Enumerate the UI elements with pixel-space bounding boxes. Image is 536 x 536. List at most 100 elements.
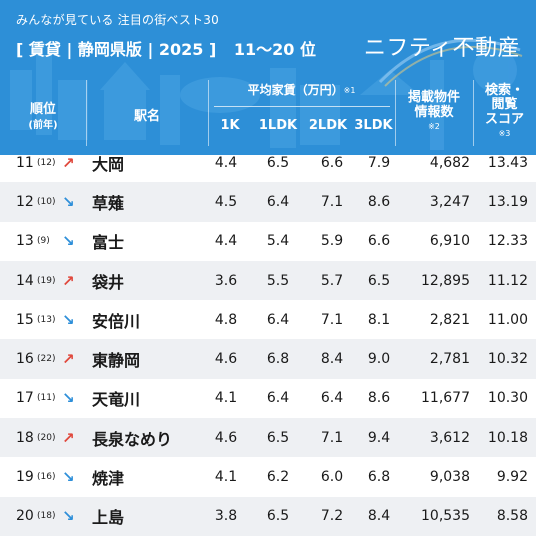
rent-1ldk: 6.2 — [266, 469, 290, 486]
rent-1k: 3.6 — [214, 272, 238, 289]
search-label-3: スコア — [484, 112, 524, 128]
rent-2ldk: 6.0 — [320, 469, 344, 486]
col-header-station: 駅名 — [133, 109, 160, 125]
rent-note: ※1 — [343, 86, 356, 96]
rent-1ldk: 6.8 — [266, 351, 290, 368]
ranking-table: 11 (12) ↗ 大岡 4.4 6.5 6.6 7.9 4,682 13.43 12 (10) ↘ 草薙… — [0, 143, 536, 536]
rent-3ldk: 8.6 — [367, 390, 391, 407]
trend-up-icon: ↗ — [62, 350, 75, 369]
rent-3ldk: 8.4 — [367, 508, 391, 525]
prev-rank-cell: (18) — [37, 511, 56, 522]
search-score: 10.30 — [487, 390, 528, 407]
trend-up-icon: ↗ — [62, 271, 75, 290]
rent-1k: 4.1 — [214, 390, 238, 407]
rent-1k: 4.4 — [214, 154, 238, 171]
rent-3ldk: 9.0 — [367, 351, 391, 368]
search-score: 13.43 — [487, 154, 528, 171]
table-row: 18 (20) ↗ 長泉なめり 4.6 6.5 7.1 9.4 3,612 10.18 — [0, 418, 536, 458]
trend-down-icon: ↘ — [62, 468, 75, 487]
station-name: 上島 — [92, 508, 125, 528]
prev-rank-cell: (19) — [37, 275, 56, 286]
search-score: 13.19 — [487, 193, 528, 210]
rent-2ldk: 7.1 — [320, 429, 344, 446]
trend-down-icon: ↘ — [62, 507, 75, 526]
rent-1k: 4.6 — [214, 351, 238, 368]
listings-count: 6,910 — [429, 233, 470, 250]
rent-3ldk: 6.5 — [367, 272, 391, 289]
search-score: 12.33 — [487, 233, 528, 250]
station-name: 安倍川 — [92, 311, 141, 331]
station-name: 天竜川 — [92, 390, 141, 410]
table-row: 16 (22) ↗ 東静岡 4.6 6.8 8.4 9.0 2,781 10.32 — [0, 339, 536, 379]
trend-up-icon: ↗ — [62, 153, 75, 172]
rank-cell: 12 — [16, 193, 34, 210]
prev-rank-cell: (20) — [37, 432, 56, 443]
rent-2ldk: 5.7 — [320, 272, 344, 289]
header-category: [ 賃貸 | 静岡県版 | 2025 ] 11〜20 位 — [16, 36, 316, 60]
trend-down-icon: ↘ — [62, 310, 75, 329]
table-row: 19 (16) ↘ 焼津 4.1 6.2 6.0 6.8 9,038 9.92 — [0, 457, 536, 496]
skyline-illustration — [10, 38, 523, 150]
rank-cell: 18 — [16, 429, 34, 446]
col-header-2ldk: 2LDK — [308, 117, 348, 133]
listings-count: 4,682 — [429, 154, 470, 171]
prev-rank-cell: (11) — [37, 393, 56, 404]
col-header-1ldk: 1LDK — [258, 117, 298, 133]
rank-range: 11〜20 位 — [233, 40, 316, 59]
col-header-rank: 順位 (前年) — [0, 80, 86, 155]
listings-count: 3,247 — [429, 193, 470, 210]
col-header-rent: 平均家賃（万円） ※1 — [208, 76, 395, 106]
rank-cell: 15 — [16, 311, 34, 328]
rank-cell: 13 — [16, 233, 34, 250]
table-row: 12 (10) ↘ 草薙 4.5 6.4 7.1 8.6 3,247 13.19 — [0, 182, 536, 222]
listings-count: 12,895 — [421, 272, 470, 289]
prev-rank-cell: (22) — [37, 354, 56, 365]
column-divider — [395, 80, 396, 146]
listings-count: 2,821 — [429, 311, 470, 328]
rent-1ldk: 6.4 — [266, 390, 290, 407]
rent-2ldk: 7.2 — [320, 508, 344, 525]
rent-1ldk: 6.5 — [266, 154, 290, 171]
rent-1k: 4.1 — [214, 469, 238, 486]
rent-2ldk: 8.4 — [320, 351, 344, 368]
station-name: 焼津 — [92, 469, 125, 489]
rank-cell: 11 — [16, 154, 34, 171]
column-divider — [473, 80, 474, 146]
rank-cell: 19 — [16, 469, 34, 486]
station-name: 長泉なめり — [92, 429, 173, 449]
category-label: [ 賃貸 | 静岡県版 | 2025 ] — [16, 40, 217, 59]
rank-cell: 16 — [16, 351, 34, 368]
rent-3ldk: 7.9 — [367, 154, 391, 171]
table-row: 11 (12) ↗ 大岡 4.4 6.5 6.6 7.9 4,682 13.43 — [0, 143, 536, 182]
rent-3ldk: 6.6 — [367, 233, 391, 250]
rank-label: 順位 — [29, 102, 56, 118]
station-name: 袋井 — [92, 272, 125, 292]
table-row: 20 (18) ↘ 上島 3.8 6.5 7.2 8.4 10,535 8.58 — [0, 496, 536, 536]
rent-1k: 3.8 — [214, 508, 238, 525]
trend-down-icon: ↘ — [62, 389, 75, 408]
column-divider — [86, 80, 87, 146]
prev-rank-cell: (12) — [37, 157, 56, 168]
search-score: 10.18 — [487, 429, 528, 446]
listings-count: 10,535 — [421, 508, 470, 525]
col-header-listings: 掲載物件 情報数 ※2 — [395, 78, 473, 144]
rent-1k: 4.5 — [214, 193, 238, 210]
listings-label-1: 掲載物件 — [407, 89, 460, 105]
rent-3ldk: 8.1 — [367, 311, 391, 328]
rent-label: 平均家賃（万円） — [247, 83, 344, 98]
brand-logo: ニフティ不動産 — [363, 36, 520, 61]
rent-1ldk: 6.5 — [266, 429, 290, 446]
rent-1k: 4.8 — [214, 311, 238, 328]
rent-1ldk: 5.4 — [266, 233, 290, 250]
prev-rank-cell: (13) — [37, 314, 56, 325]
station-name: 草薙 — [92, 193, 125, 213]
col-header-1k: 1K — [220, 117, 240, 133]
rent-1ldk: 6.4 — [266, 193, 290, 210]
rent-divider — [214, 106, 390, 107]
rank-cell: 17 — [16, 390, 34, 407]
rent-2ldk: 6.6 — [320, 154, 344, 171]
station-name: 大岡 — [92, 154, 125, 174]
prev-rank-cell: (9) — [37, 236, 50, 247]
search-score: 11.12 — [487, 272, 528, 289]
rent-2ldk: 5.9 — [320, 233, 344, 250]
